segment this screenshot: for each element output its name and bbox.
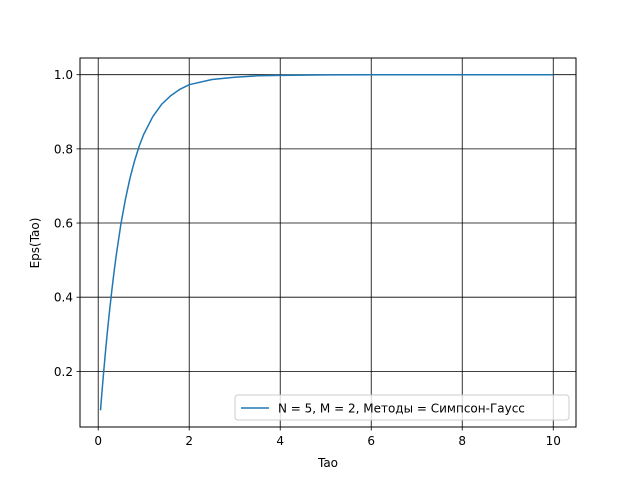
grid	[80, 58, 576, 427]
legend-entry-label: N = 5, M = 2, Методы = Симпсон-Гаусс	[278, 402, 525, 416]
x-axis-label: Tao	[317, 456, 338, 470]
x-axis-ticks: 0 2 4 6 8 10	[94, 427, 561, 448]
y-tick-label: 0.8	[54, 142, 73, 156]
x-tick-label: 8	[458, 434, 466, 448]
y-axis-label: Eps(Tao)	[28, 218, 42, 269]
series-line-0	[99, 73, 554, 411]
y-tick-label: 0.4	[54, 291, 73, 305]
legend-box	[234, 394, 570, 421]
y-axis-ticks: 0.2 0.4 0.6 0.8 1.0	[54, 68, 80, 379]
y-tick-label: 0.2	[54, 365, 73, 379]
series-lines	[99, 73, 554, 411]
y-tick-label: 1.0	[54, 68, 73, 82]
x-tick-label: 2	[185, 434, 193, 448]
x-tick-label: 6	[367, 434, 375, 448]
x-tick-label: 10	[546, 434, 561, 448]
y-tick-label: 0.6	[54, 217, 73, 231]
axes-frame	[79, 57, 577, 428]
x-tick-label: 4	[276, 434, 284, 448]
legend: N = 5, M = 2, Методы = Симпсон-Гаусс	[234, 394, 570, 421]
x-tick-label: 0	[94, 434, 102, 448]
